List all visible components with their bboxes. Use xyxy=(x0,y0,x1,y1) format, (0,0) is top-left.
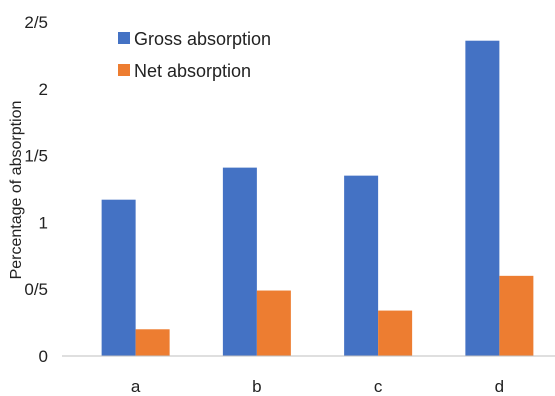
legend-swatch-net xyxy=(118,64,130,76)
bar-net-a xyxy=(135,329,170,356)
y-tick-label: 0/5 xyxy=(24,280,48,299)
y-tick-label: 0 xyxy=(39,347,48,366)
x-tick-label: c xyxy=(374,377,383,396)
y-tick-label: 1 xyxy=(39,213,48,232)
x-tick-labels: a b c d xyxy=(131,377,504,396)
y-tick-label: 2 xyxy=(39,80,48,99)
y-axis-title: Percentage of absorption xyxy=(8,101,25,280)
bar-gross-b xyxy=(222,167,257,356)
legend-swatch-gross xyxy=(118,32,130,44)
bar-gross-d xyxy=(465,40,500,356)
bar-net-c xyxy=(378,310,413,356)
legend: Gross absorption Net absorption xyxy=(118,29,271,81)
y-tick-label: 1/5 xyxy=(24,147,48,166)
y-tick-label: 2/5 xyxy=(24,13,48,32)
bar-gross-c xyxy=(344,175,379,356)
y-tick-labels: 0 0/5 1 1/5 2 2/5 xyxy=(24,13,48,366)
bar-net-b xyxy=(256,290,291,356)
x-tick-label: b xyxy=(252,377,261,396)
legend-label-net: Net absorption xyxy=(134,61,251,81)
bar-gross-a xyxy=(101,199,136,356)
bar-net-d xyxy=(499,275,534,356)
x-tick-label: a xyxy=(131,377,141,396)
x-tick-label: d xyxy=(495,377,504,396)
bars xyxy=(101,40,534,356)
legend-label-gross: Gross absorption xyxy=(134,29,271,49)
